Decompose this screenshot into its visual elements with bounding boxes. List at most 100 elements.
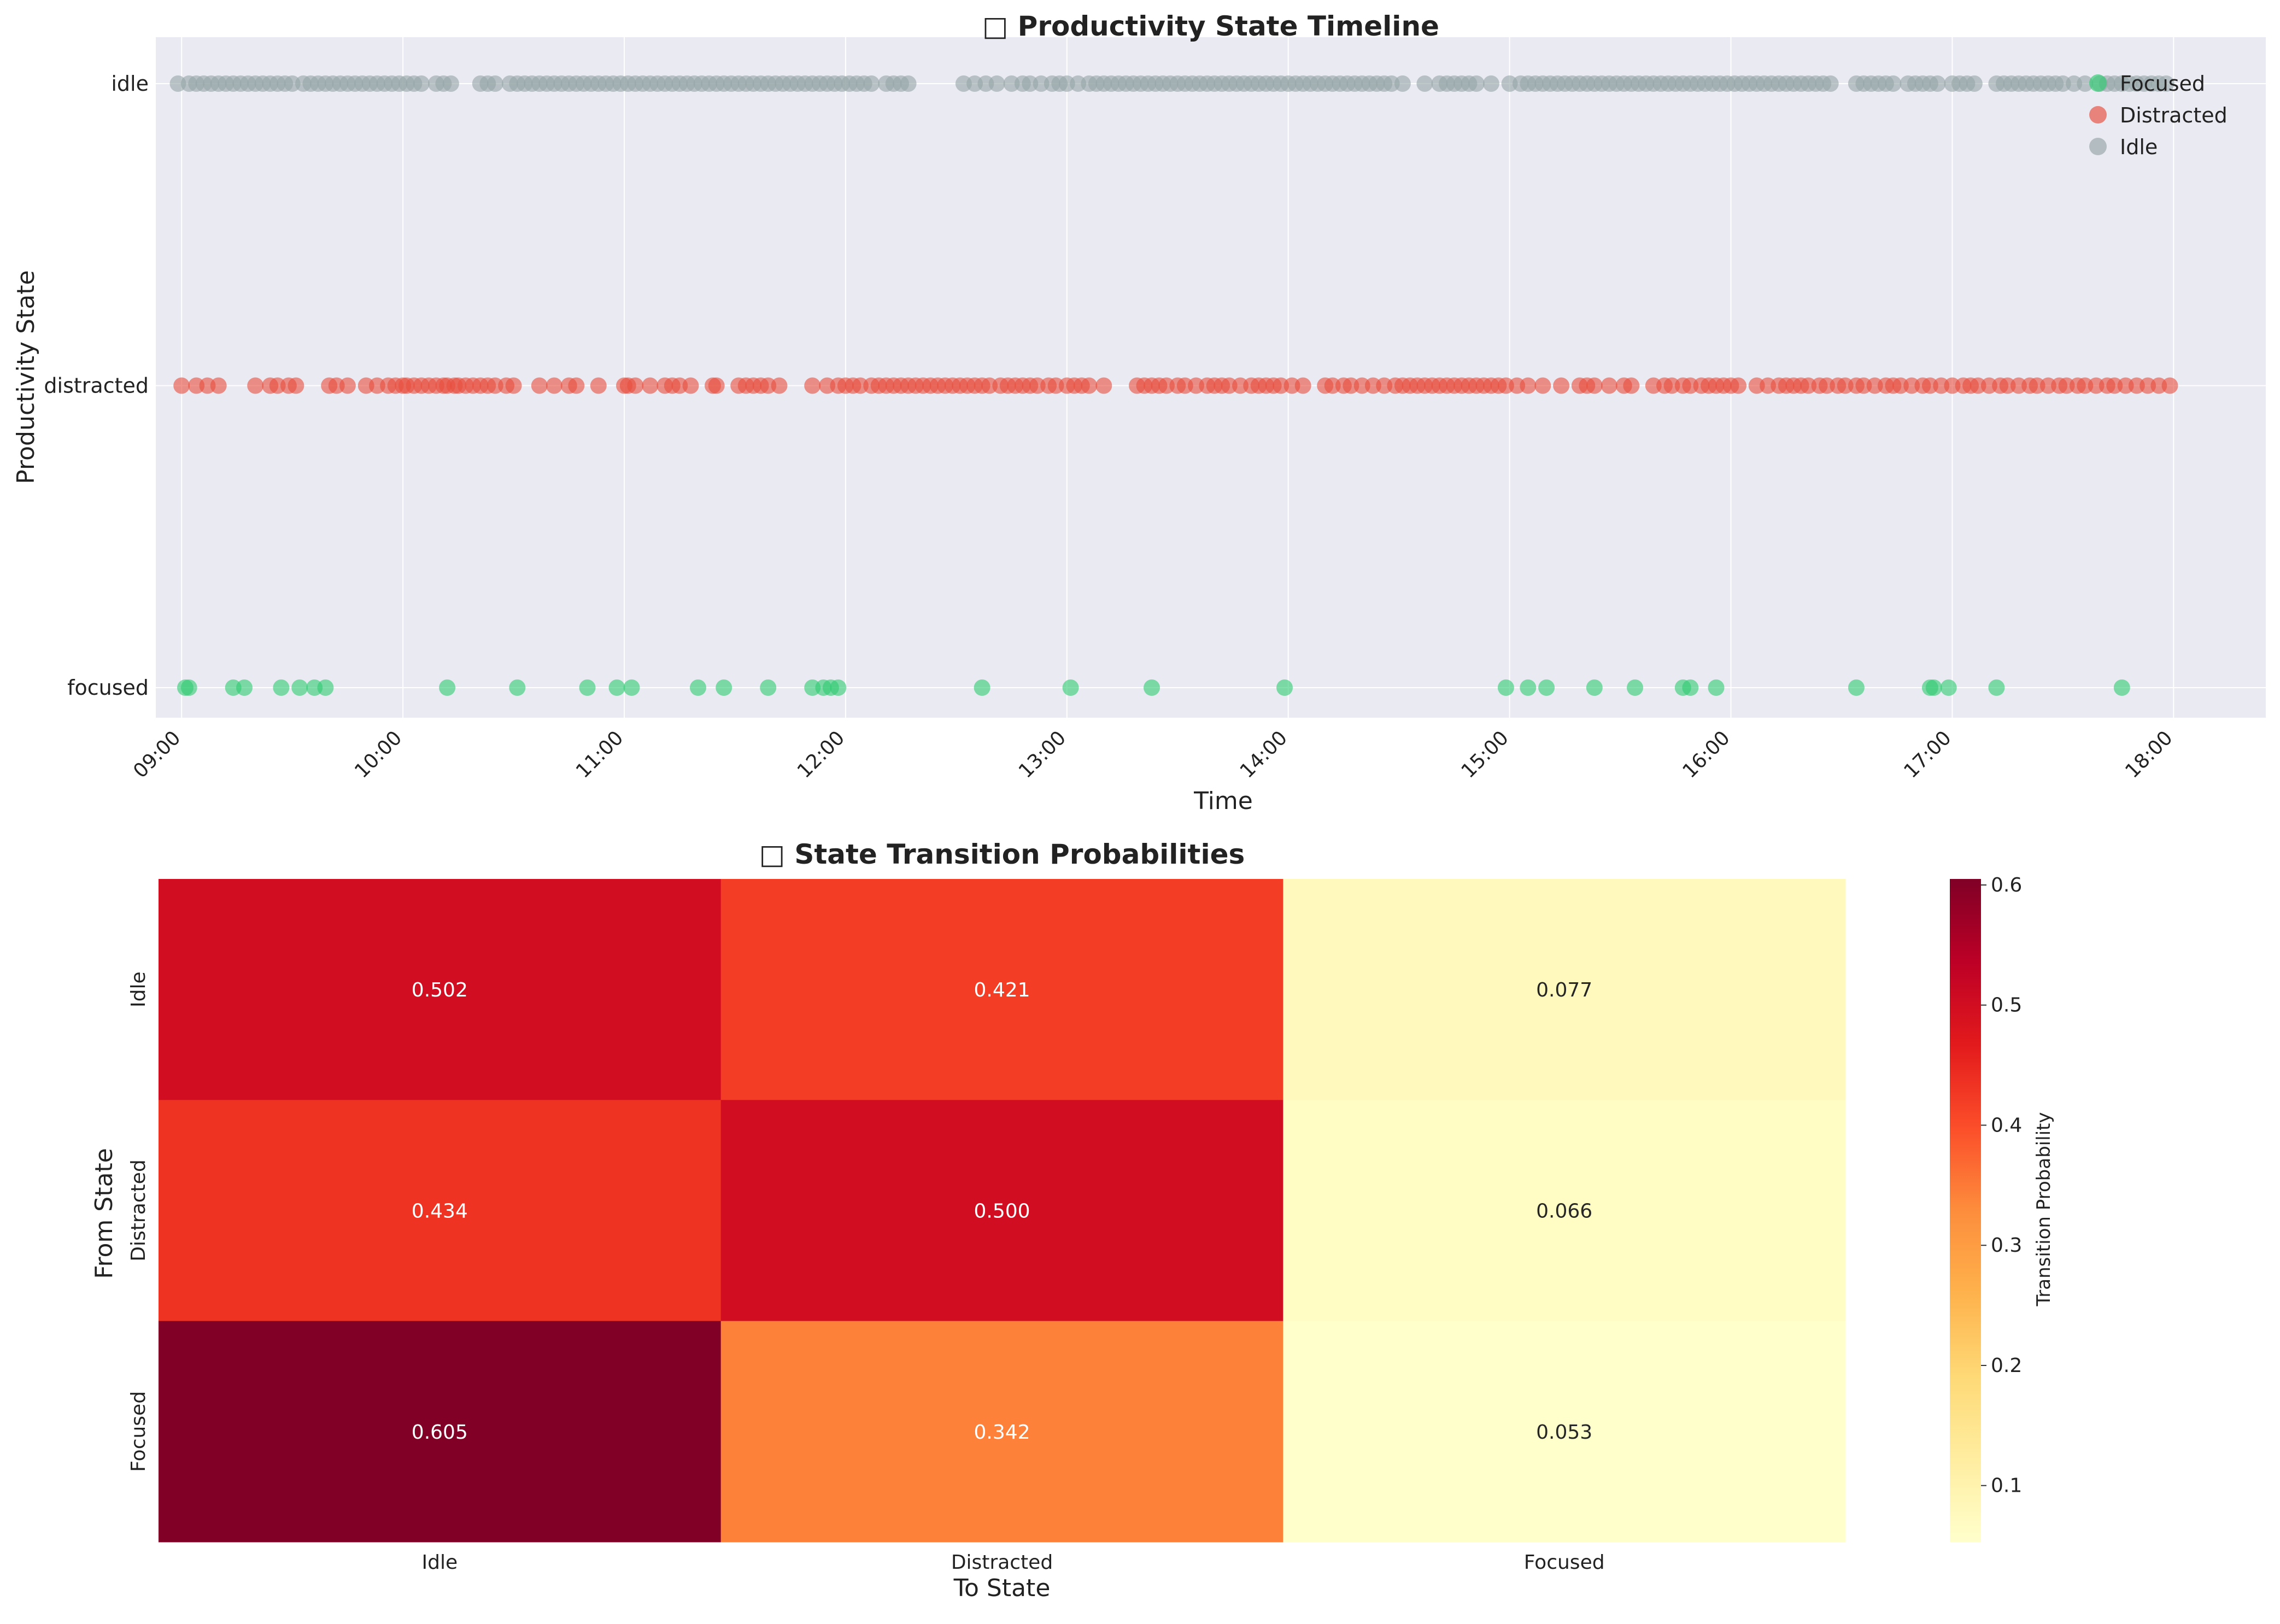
timeline-plot-area [156, 37, 2266, 718]
heatmap-cell-value: 0.342 [974, 1421, 1030, 1444]
distracted-point [771, 377, 788, 394]
idle-point [1885, 75, 1902, 92]
heatmap-y-axis-label: From State [90, 1148, 118, 1279]
series-distracted [173, 377, 2178, 394]
heatmap-cell-value: 0.053 [1536, 1421, 1592, 1444]
focused-point [1988, 679, 2005, 696]
focused-point [291, 679, 308, 696]
distracted-point [708, 377, 725, 394]
focused-point [1682, 679, 1699, 696]
heatmap-y-tick-label: Distracted [127, 1159, 150, 1261]
distracted-point [568, 377, 585, 394]
colorbar [1950, 879, 1981, 1542]
distracted-point [546, 377, 562, 394]
distracted-point [1520, 377, 1537, 394]
focused-point [1144, 679, 1160, 696]
heatmap-cells: 0.502 0.421 0.077 0.434 0.500 0.066 0.605 0.342… [159, 879, 1846, 1543]
focused-point [716, 679, 732, 696]
idle-point [2158, 75, 2175, 92]
timeline-y-tick-label: focused [67, 676, 149, 700]
idle-point [1482, 75, 1499, 92]
heatmap-cell [720, 1100, 1283, 1322]
distracted-point [590, 377, 607, 394]
focused-point [974, 679, 990, 696]
transition-heatmap: □ State Transition Probabilities 0.502 0.… [90, 839, 2055, 1602]
colorbar-tick-label: 0.5 [1991, 994, 2022, 1017]
heatmap-y-tick-label: Idle [127, 971, 150, 1007]
heatmap-cell [1283, 1100, 1846, 1322]
timeline-x-tick-label: 14:00 [1236, 726, 1292, 782]
focused-point [623, 679, 640, 696]
timeline-y-tick-label: idle [111, 72, 149, 96]
focused-point [509, 679, 526, 696]
heatmap-x-axis-label: To State [953, 1574, 1051, 1602]
heatmap-cell-value: 0.502 [412, 979, 468, 1001]
focused-point [1848, 679, 1865, 696]
distracted-point [804, 377, 821, 394]
distracted-point [1586, 377, 1603, 394]
distracted-point [531, 377, 548, 394]
idle-point [1929, 75, 1946, 92]
timeline-legend: Focused Distracted Idle [2089, 72, 2228, 159]
distracted-point [288, 377, 304, 394]
heatmap-cell-value: 0.500 [974, 1200, 1030, 1223]
focused-point [579, 679, 596, 696]
heatmap-cell [159, 1321, 722, 1543]
legend-marker-focused [2089, 74, 2107, 92]
distracted-point [339, 377, 356, 394]
colorbar-tick-label: 0.4 [1991, 1114, 2022, 1136]
focused-point [439, 679, 456, 696]
distracted-point [1730, 377, 1746, 394]
heatmap-x-tick-label: Distracted [951, 1551, 1053, 1574]
focused-point [1586, 679, 1603, 696]
distracted-point [1081, 377, 1098, 394]
series-idle [169, 75, 2175, 92]
idle-point [442, 75, 459, 92]
colorbar-tick-label: 0.1 [1991, 1475, 2022, 1497]
idle-point [900, 75, 917, 92]
heatmap-axis-labels: Idle Distracted Focused Idle Distracted Focus… [127, 971, 1605, 1574]
timeline-x-tick-label: 09:00 [129, 726, 185, 782]
heatmap-x-tick-label: Idle [422, 1551, 458, 1574]
focused-point [1497, 679, 1514, 696]
heatmap-cell-value: 0.434 [412, 1200, 468, 1223]
timeline-y-tick-label: distracted [44, 374, 149, 398]
heatmap-cell [1283, 879, 1846, 1100]
idle-point [863, 75, 880, 92]
idle-point [1416, 75, 1433, 92]
series-focused [177, 679, 2130, 696]
heatmap-cell [720, 879, 1283, 1100]
distracted-point [505, 377, 522, 394]
focused-point [180, 679, 197, 696]
timeline-chart: 09:00 10:00 11:00 12:00 13:00 14:00 15:00 16:00… [12, 10, 2266, 815]
idle-point [988, 75, 1005, 92]
focused-point [1708, 679, 1725, 696]
legend-label-focused: Focused [2120, 72, 2205, 96]
focused-point [1940, 679, 1957, 696]
timeline-x-tick-label: 18:00 [2121, 726, 2177, 782]
idle-point [1394, 75, 1411, 92]
legend-label-distracted: Distracted [2120, 103, 2228, 127]
timeline-x-tick-label: 12:00 [793, 726, 849, 782]
timeline-x-tick-label: 13:00 [1015, 726, 1070, 782]
distracted-point [1553, 377, 1570, 394]
timeline-x-tick-label: 10:00 [350, 726, 406, 782]
focused-point [273, 679, 290, 696]
colorbar-tick-label: 0.6 [1991, 874, 2022, 896]
heatmap-cell [720, 1321, 1283, 1543]
distracted-point [682, 377, 699, 394]
focused-point [760, 679, 777, 696]
heatmap-cell-value: 0.605 [412, 1421, 468, 1444]
focused-point [1520, 679, 1537, 696]
heatmap-x-tick-label: Focused [1524, 1551, 1605, 1574]
focused-point [1062, 679, 1079, 696]
colorbar-ticks: 0.1 0.2 0.3 0.4 0.5 0.6 [1981, 874, 2022, 1497]
focused-point [608, 679, 625, 696]
distracted-point [2161, 377, 2178, 394]
distracted-point [642, 377, 659, 394]
heatmap-title: □ State Transition Probabilities [759, 839, 1245, 870]
legend-marker-distracted [2089, 106, 2107, 124]
legend-label-idle: Idle [2120, 135, 2158, 159]
focused-point [236, 679, 253, 696]
timeline-x-tick-label: 16:00 [1679, 726, 1734, 782]
